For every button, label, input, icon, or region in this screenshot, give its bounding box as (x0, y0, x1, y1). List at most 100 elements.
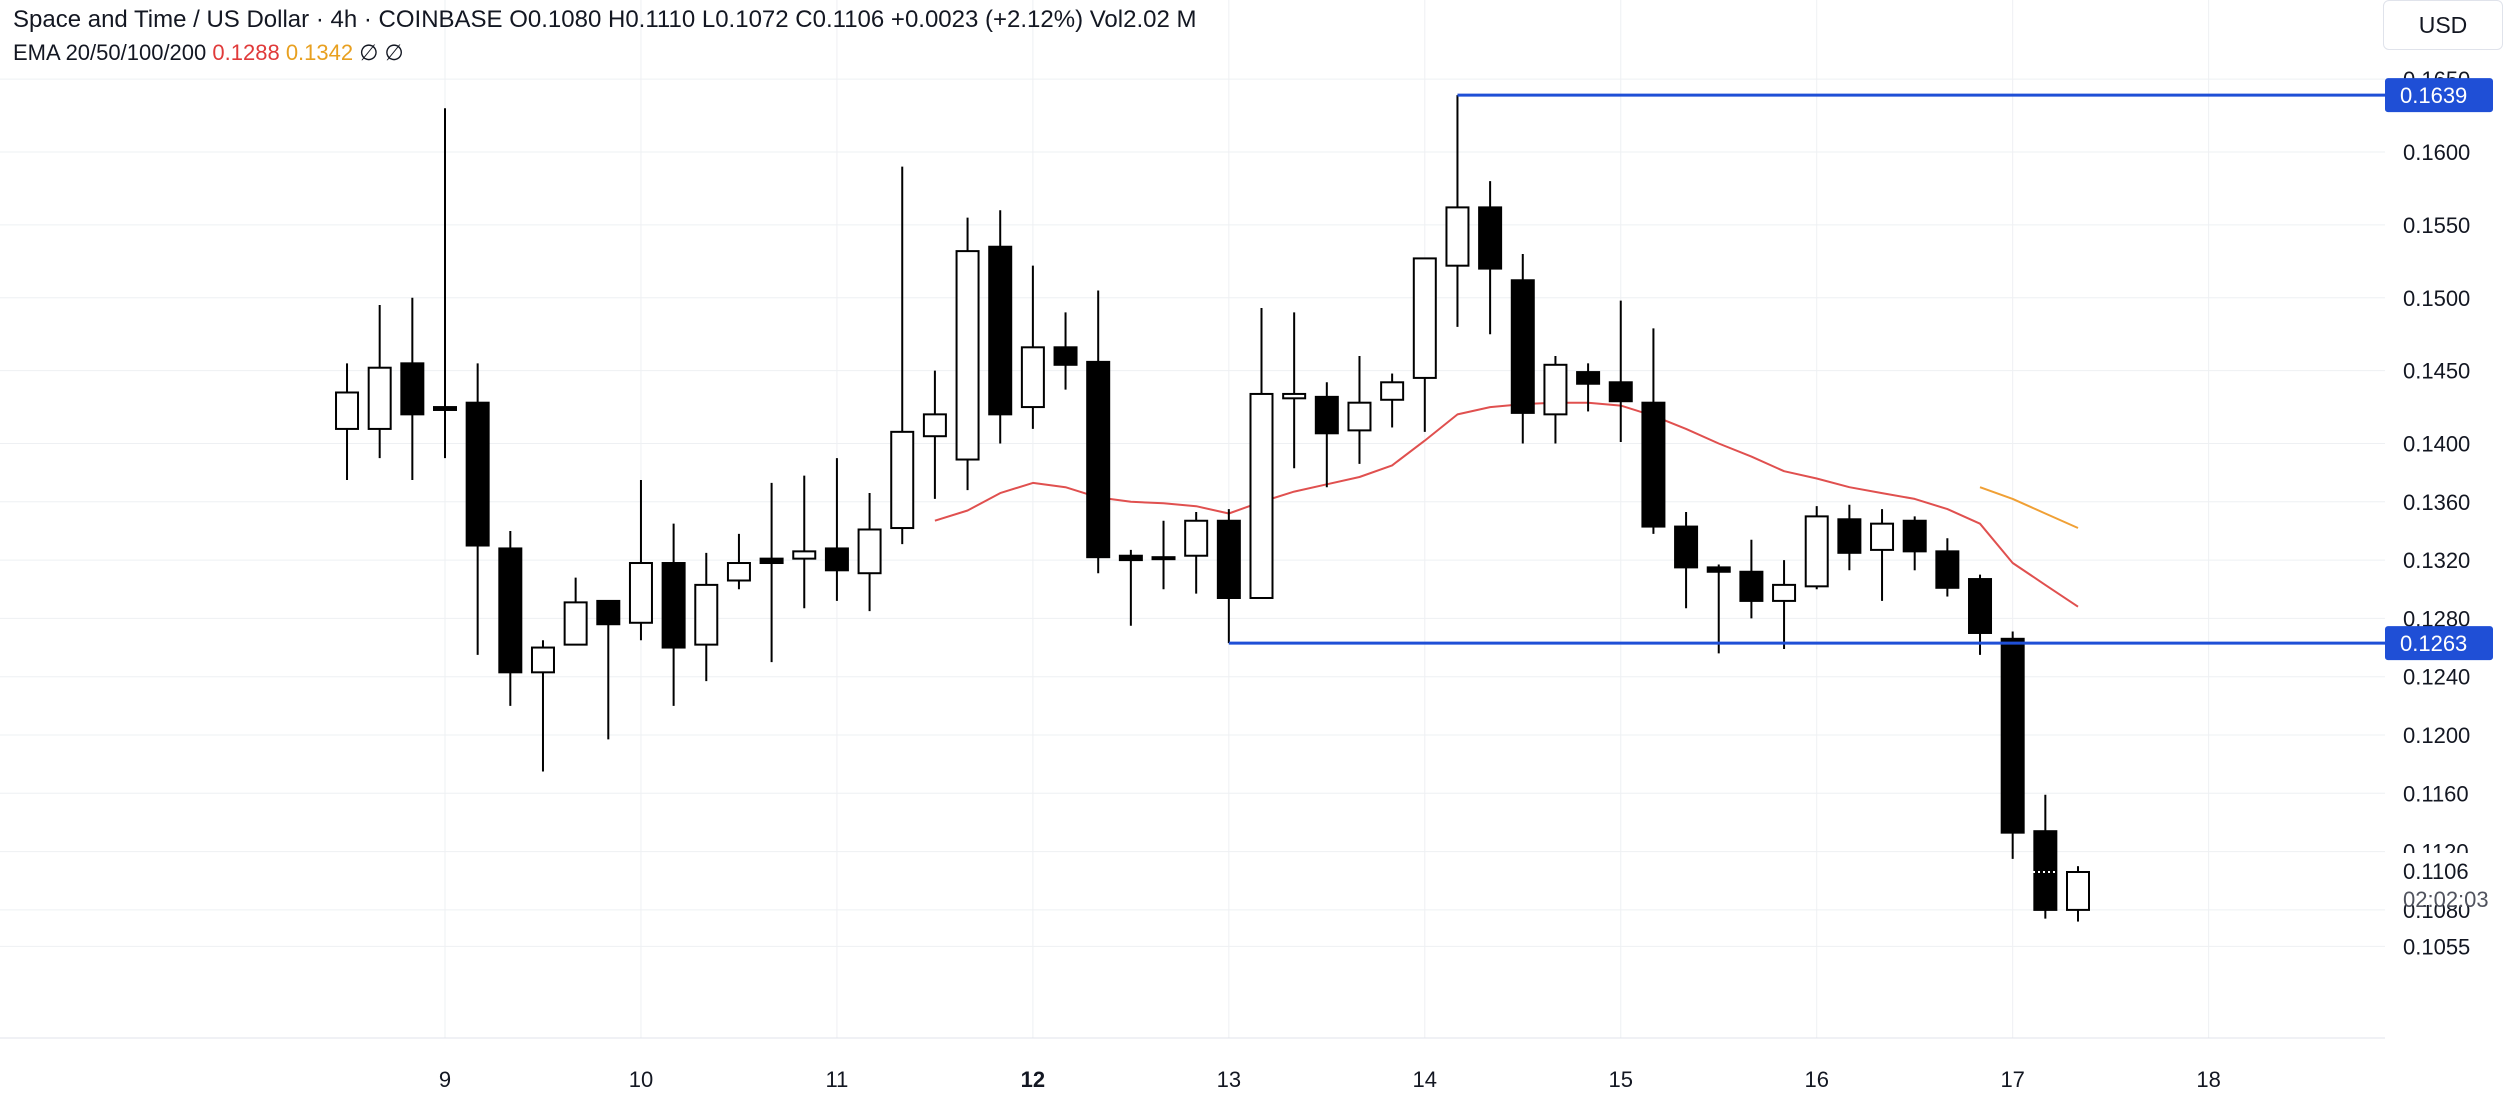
candle (1739, 539, 1764, 619)
ema50-line (1979, 486, 2079, 529)
candle-body-up (1249, 392, 1274, 599)
support-price-tag[interactable] (2385, 626, 2493, 661)
candle-body-down (433, 406, 457, 411)
candle (2033, 794, 2058, 919)
candle (1706, 564, 1731, 654)
candle (694, 552, 719, 682)
candle-body-down (824, 547, 849, 572)
price-axis[interactable]: 0.16500.16000.15500.15000.14500.14000.13… (2385, 67, 2505, 959)
change-value: +0.0023 (+2.12%) (890, 6, 1084, 33)
candle-body-down (465, 401, 490, 547)
candle (1576, 363, 1601, 412)
candle (922, 370, 947, 499)
candle-body-down (1053, 346, 1078, 366)
low-value: 0.1072 (715, 6, 789, 33)
candle (1870, 509, 1895, 601)
candle (1020, 265, 1045, 429)
candle (890, 166, 915, 545)
candle-body-up (694, 583, 719, 646)
exchange-label: COINBASE (378, 6, 503, 33)
candle (400, 297, 425, 480)
candle-body-up (335, 391, 360, 430)
candle (1216, 509, 1241, 644)
time-tick-label: 10 (629, 1067, 653, 1092)
price-tick-label: 0.1550 (2403, 213, 2470, 238)
candle (1478, 181, 1503, 335)
ema20-value: 0.1288 (212, 40, 280, 65)
time-tick-label: 14 (1413, 1067, 1437, 1092)
last-price-label: 0.1106 (2403, 859, 2469, 884)
vol-label: Vol (1089, 6, 1124, 33)
candle-body-down (1674, 525, 1699, 569)
candle-body-down (1608, 381, 1633, 403)
ema-lines (934, 401, 2079, 608)
time-tick-label: 13 (1217, 1067, 1241, 1092)
candle-body-up (955, 250, 980, 461)
price-tick-label: 0.1160 (2403, 781, 2469, 806)
symbol-name[interactable]: Space and Time / US Dollar (13, 6, 310, 33)
candle (1053, 312, 1078, 390)
candle-body-down (1216, 519, 1241, 599)
candle (1151, 520, 1176, 590)
candle-body-up (1184, 519, 1209, 557)
interval-label[interactable]: 4h (330, 6, 358, 33)
horizontal-levels[interactable] (1228, 93, 2385, 645)
candle (824, 458, 849, 601)
open-value: 0.1080 (527, 6, 602, 33)
time-tick-label: 16 (1804, 1067, 1828, 1092)
candle-body-down (759, 557, 784, 565)
candle (1347, 356, 1372, 464)
candle-body-up (922, 413, 947, 438)
candle-body-down (1510, 279, 1535, 414)
candle-body-up (628, 562, 653, 624)
candle (1184, 512, 1209, 594)
price-tick-label: 0.1450 (2403, 359, 2470, 384)
candle (1935, 538, 1960, 597)
last-price-tag (2385, 853, 2505, 906)
candle (1772, 560, 1797, 650)
candle-body-up (2066, 871, 2090, 911)
candle-body-up (890, 430, 915, 530)
time-tick-label: 9 (439, 1067, 451, 1092)
ema-legend[interactable]: EMA 20/50/100/200 0.1288 0.1342 ∅ ∅ (13, 40, 404, 66)
candle-body-up (367, 366, 392, 430)
candle (2000, 631, 2025, 859)
close-value: 0.1106 (812, 6, 885, 33)
candle-body-up (792, 550, 817, 560)
candle (596, 599, 621, 740)
ema200-value: ∅ (384, 40, 404, 65)
candle (1641, 328, 1666, 534)
price-tick-label: 0.1055 (2403, 934, 2470, 959)
candle-body-up (1445, 206, 1470, 267)
candle (433, 108, 457, 459)
candle-body-down (1641, 401, 1666, 528)
candle-body-down (1314, 395, 1339, 435)
candle (792, 475, 817, 609)
time-axis[interactable]: 9 10 11 12 13 14 15 16 17 18 (439, 1067, 2221, 1092)
candle-body-up (1543, 363, 1568, 416)
candle (726, 533, 751, 590)
candle (1086, 290, 1111, 574)
candle (1543, 356, 1568, 444)
price-tick-label: 0.1200 (2403, 723, 2470, 748)
candle-body-up (857, 528, 882, 575)
candle (955, 217, 980, 491)
price-tick-label: 0.1600 (2403, 140, 2470, 165)
candle-body-up (1151, 556, 1176, 561)
price-tick-label: 0.1500 (2403, 286, 2470, 311)
candle-body-down (1706, 566, 1731, 573)
resistance-price-tag[interactable] (2385, 78, 2493, 113)
countdown-label: 02:02:03 (2403, 887, 2489, 912)
candle-body-down (1576, 371, 1601, 385)
candle (1837, 504, 1862, 571)
candle (335, 363, 360, 480)
candle-body-up (1020, 346, 1045, 409)
candle (1608, 300, 1633, 443)
currency-button[interactable]: USD (2383, 0, 2503, 50)
candle (661, 523, 686, 706)
price-tick-label: 0.1360 (2403, 490, 2470, 515)
candle (563, 577, 588, 646)
candle-body-down (400, 362, 425, 416)
candle-body-down (498, 547, 523, 674)
